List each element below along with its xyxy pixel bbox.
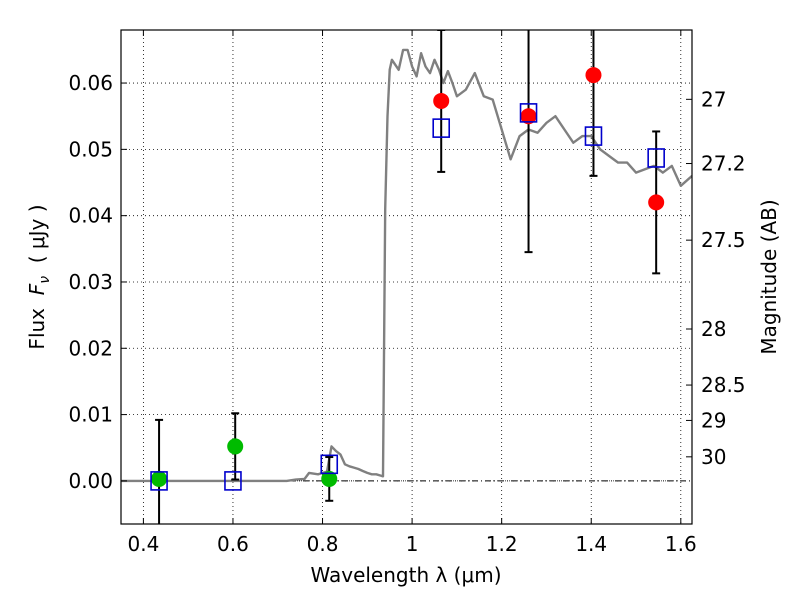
y-axis-label-symbol: F — [25, 283, 49, 295]
detection-point — [433, 92, 450, 109]
plot-frame — [120, 29, 693, 525]
y-tick-label: 0.00 — [68, 469, 113, 493]
y2-tick-label: 27.5 — [701, 228, 746, 252]
x-tick-label: 0.8 — [307, 532, 339, 556]
model-photometry-square — [519, 103, 538, 123]
y-tick-label: 0.04 — [68, 204, 113, 228]
model-photometry-square — [647, 148, 665, 168]
y2-tick-label: 27.2 — [701, 152, 746, 176]
x-tick-label: 1 — [406, 532, 419, 556]
x-axis-label: Wavelength λ (μm) — [310, 563, 501, 587]
x-tick-label: 1.4 — [575, 532, 607, 556]
y-tick-label: 0.02 — [68, 336, 113, 360]
x-tick-label: 0.6 — [217, 532, 249, 556]
model-photometry-square — [432, 118, 451, 138]
y2-tick-label: 29 — [701, 408, 726, 432]
x-tick-label: 0.4 — [127, 532, 159, 556]
y-axis-label-unit: ( μJy ) — [25, 204, 49, 276]
x-tick-label: 1.2 — [486, 532, 518, 556]
y-tick-label: 0.03 — [68, 270, 113, 294]
dropout-point — [227, 438, 244, 455]
dropout-point — [321, 470, 338, 487]
model-spectrum — [121, 48, 692, 483]
model-photometry-square — [224, 471, 242, 491]
y2-tick-label: 28 — [701, 317, 726, 341]
y-axis-label: Flux Fν ( μJy ) — [25, 204, 53, 349]
y-tick-label: 0.06 — [68, 71, 113, 95]
dropout-point — [151, 470, 168, 487]
axis-ticks: 0.4 0.6 0.8 1 1.2 1.4 1.6 0.00 0.01 0.02 0.03 0.04 0… — [68, 30, 746, 556]
plot-background — [121, 30, 692, 524]
y2-tick-label: 28.5 — [701, 373, 746, 397]
y-axis-label-subscript: ν — [37, 276, 53, 284]
model-photometry-square — [320, 454, 339, 475]
x-tick-label: 1.6 — [665, 532, 697, 556]
y2-axis-label: Magnitude (AB) — [757, 199, 781, 354]
model-spectrum-line — [121, 48, 692, 483]
y-tick-label: 0.01 — [68, 403, 113, 427]
data-markers — [150, 67, 665, 491]
model-photometry-square — [584, 126, 603, 146]
detection-point — [585, 67, 602, 84]
detection-point — [648, 194, 665, 211]
y2-tick-label: 30 — [701, 445, 726, 469]
y-axis-label-prefix: Flux — [25, 295, 49, 349]
detection-point — [520, 108, 537, 125]
model-photometry-square — [150, 471, 168, 491]
y-tick-label: 0.05 — [68, 137, 113, 161]
y2-tick-label: 27 — [701, 87, 726, 111]
